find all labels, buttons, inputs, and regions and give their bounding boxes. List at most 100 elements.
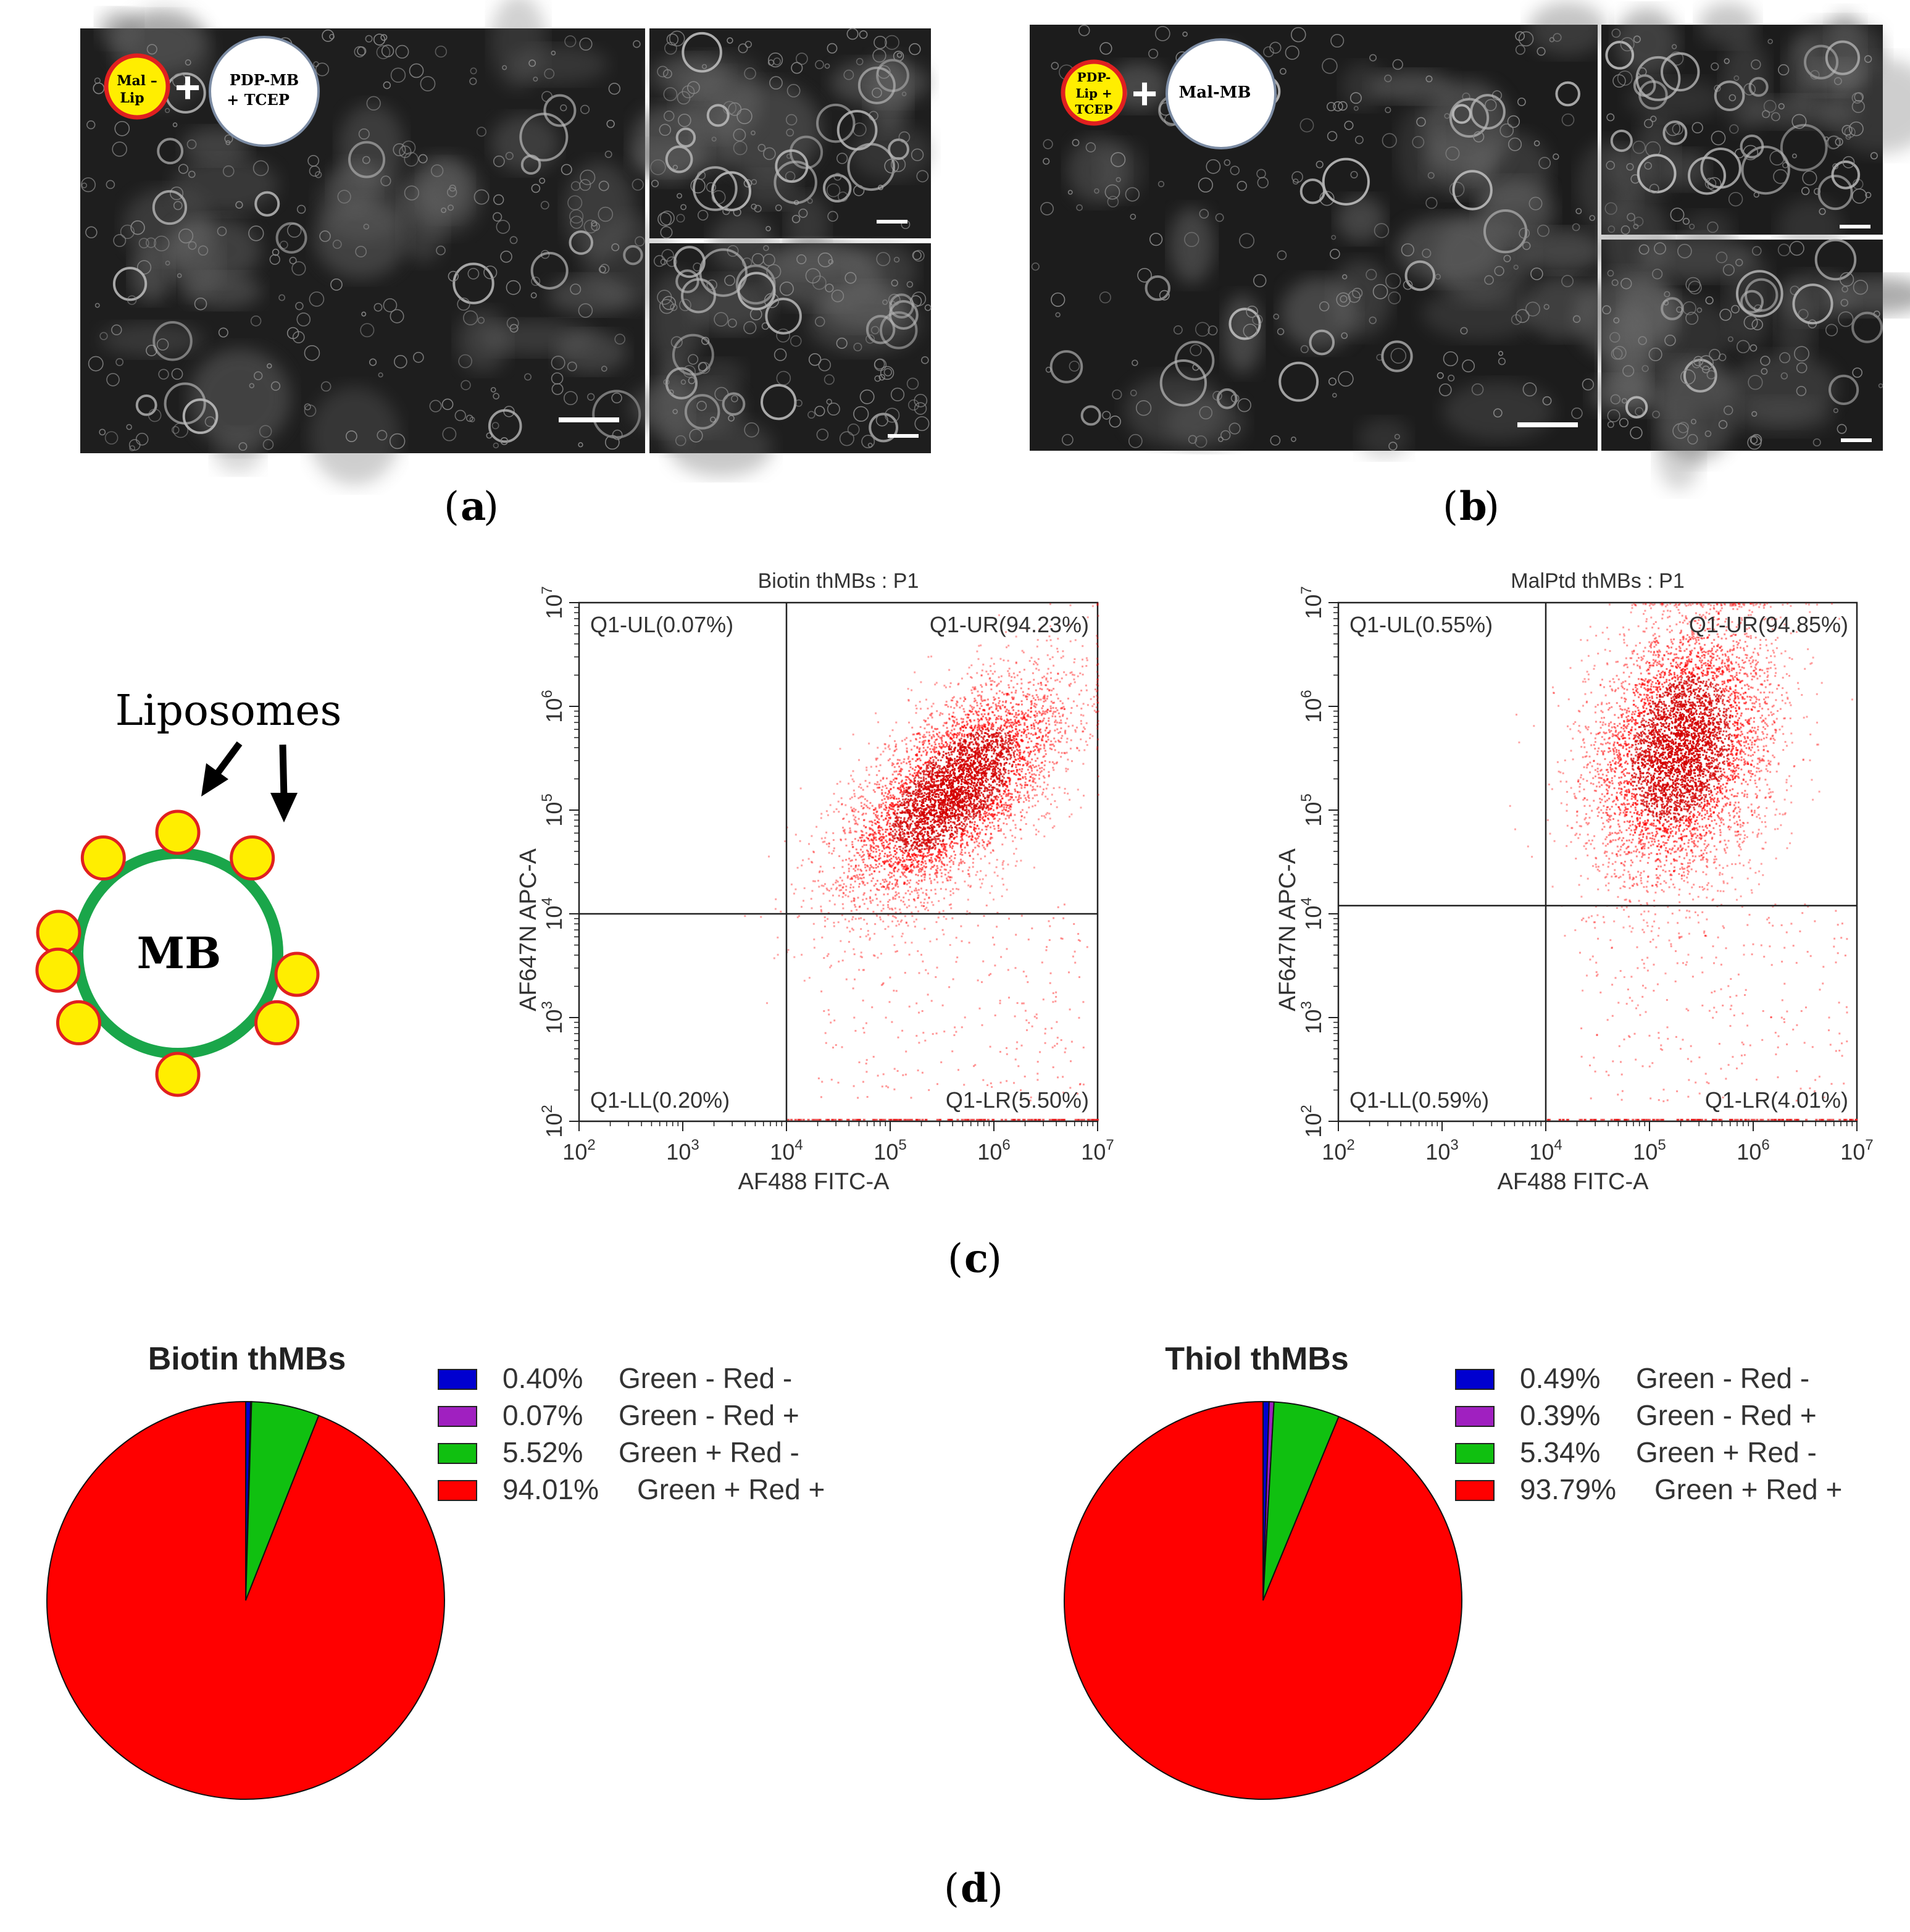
event-dot <box>1028 806 1030 809</box>
event-dot <box>914 829 916 832</box>
event-dot <box>944 852 946 854</box>
event-dot <box>1009 783 1011 785</box>
event-dot <box>912 812 914 814</box>
microbubble-ring <box>1173 325 1183 335</box>
event-dot <box>884 747 886 750</box>
event-dot <box>1036 663 1039 666</box>
microbubble-ring <box>99 429 106 436</box>
event-dot <box>1041 707 1043 709</box>
event-dot <box>890 876 893 878</box>
event-dot <box>969 754 970 756</box>
event-dot <box>1035 774 1037 776</box>
event-dot <box>957 824 960 826</box>
microbubble-ring <box>896 52 903 58</box>
event-dot <box>945 918 948 920</box>
event-dot <box>949 894 952 897</box>
event-dot <box>894 879 896 881</box>
event-dot <box>870 872 873 875</box>
event-dot <box>945 753 947 755</box>
event-dot <box>863 844 865 847</box>
event-dot <box>766 1002 768 1005</box>
event-dot <box>1054 740 1057 743</box>
microbubble-ring <box>676 214 685 223</box>
event-dot <box>1024 730 1026 733</box>
event-dot <box>937 816 940 819</box>
microbubble-ring <box>1319 191 1335 206</box>
event-dot <box>1008 807 1010 809</box>
microbubble-ring <box>724 275 736 286</box>
microbubble-ring <box>252 160 269 177</box>
event-dot <box>877 904 879 906</box>
event-dot <box>989 665 991 667</box>
microbubble-ring <box>714 387 729 401</box>
event-dot <box>1012 742 1014 744</box>
event-dot <box>1006 889 1008 891</box>
event-dot <box>896 812 898 814</box>
event-dot <box>1023 728 1025 730</box>
event-dot <box>962 726 965 729</box>
event-dot <box>922 736 925 738</box>
microbubble-ring <box>1553 33 1562 42</box>
event-dot <box>896 837 899 840</box>
event-dot <box>773 957 775 960</box>
microbubble-ring <box>477 317 485 324</box>
event-dot <box>926 804 928 806</box>
fluorescence-cluster <box>1477 179 1554 241</box>
event-dot <box>857 876 859 879</box>
event-dot <box>948 735 950 738</box>
event-dot <box>1043 745 1046 747</box>
event-dot <box>893 798 895 800</box>
event-dot <box>996 814 998 816</box>
mb-label: MB <box>137 927 222 979</box>
event-dot <box>1064 731 1066 733</box>
microbubble-ring <box>1069 361 1080 372</box>
event-dot <box>1011 696 1014 698</box>
scale-bar <box>1840 225 1870 228</box>
event-dot <box>944 816 946 818</box>
event-dot <box>899 921 902 923</box>
event-dot <box>997 727 999 729</box>
event-dot <box>1002 868 1004 870</box>
event-dot <box>956 829 958 830</box>
event-dot <box>888 863 890 866</box>
event-dot <box>1006 786 1009 788</box>
event-dot <box>821 936 824 939</box>
event-dot <box>1096 746 1099 748</box>
microbubble-ring <box>1503 254 1511 262</box>
event-dot <box>1006 758 1008 761</box>
microbubble-ring <box>668 389 674 395</box>
event-dot <box>931 712 933 714</box>
event-dot <box>933 788 936 791</box>
liposome-icon <box>230 835 275 881</box>
event-dot <box>940 813 942 815</box>
event-dot <box>1059 700 1062 702</box>
event-dot <box>830 887 833 890</box>
event-dot <box>954 857 956 859</box>
event-dot <box>1038 737 1040 738</box>
event-dot <box>911 861 913 864</box>
event-dot <box>980 772 982 774</box>
event-dot <box>1006 732 1009 734</box>
microbubble-ring <box>662 296 676 311</box>
event-dot <box>878 824 880 827</box>
microbubble-ring <box>115 358 124 366</box>
event-dot <box>877 781 879 784</box>
microbubble-ring <box>452 262 494 304</box>
event-dot <box>911 726 914 729</box>
event-dot <box>854 838 856 840</box>
event-dot <box>917 815 920 818</box>
event-dot <box>912 859 915 862</box>
microbubble-ring <box>827 43 838 54</box>
event-dot <box>1021 768 1024 770</box>
microbubble-ring <box>663 111 675 122</box>
event-dot <box>976 705 978 707</box>
event-dot <box>1017 709 1020 712</box>
scale-bar <box>888 434 919 438</box>
microbubble-ring <box>254 371 263 380</box>
event-dot <box>1011 793 1013 795</box>
fluorescence-cluster <box>1341 62 1386 109</box>
event-dot <box>865 832 867 834</box>
event-dot <box>895 856 897 859</box>
event-dot <box>900 899 903 901</box>
microbubble-ring <box>509 236 518 245</box>
